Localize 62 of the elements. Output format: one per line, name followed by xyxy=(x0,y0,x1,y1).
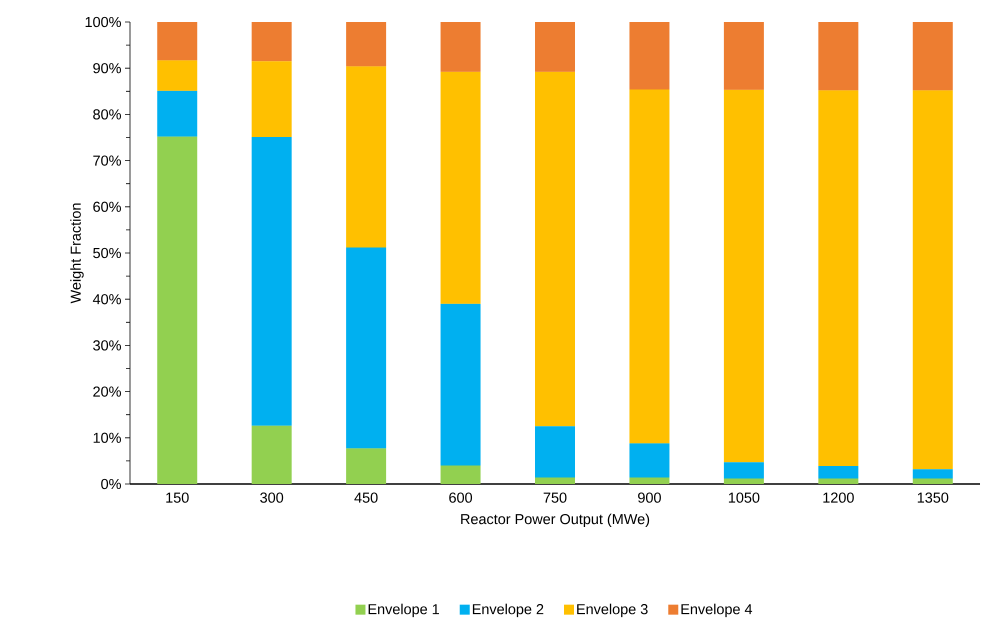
x-tick-label: 750 xyxy=(544,492,566,503)
bar xyxy=(346,22,386,66)
bar xyxy=(346,66,386,248)
x-tick-label: 1200 xyxy=(823,492,854,503)
bar xyxy=(912,469,953,478)
bar xyxy=(252,137,292,426)
bar xyxy=(912,22,953,90)
y-tick-label: 90% xyxy=(93,63,121,74)
bar xyxy=(912,478,953,484)
bar xyxy=(440,304,481,466)
bar xyxy=(629,89,670,444)
bar xyxy=(252,426,292,484)
bar xyxy=(724,22,764,90)
bar xyxy=(535,426,576,478)
bar xyxy=(535,22,576,72)
bar xyxy=(818,90,858,466)
x-tick-label: 1050 xyxy=(728,492,760,503)
bar xyxy=(724,462,764,478)
bar xyxy=(818,478,858,484)
bar xyxy=(157,22,198,60)
y-tick-label: 0% xyxy=(101,478,121,490)
bar xyxy=(535,72,576,426)
bar xyxy=(346,448,386,484)
legend-label: Envelope 3 xyxy=(577,604,648,618)
bar xyxy=(535,478,576,484)
bar xyxy=(252,61,292,138)
bar xyxy=(629,478,670,484)
legend-label: Envelope 1 xyxy=(368,604,440,618)
x-tick-label: 600 xyxy=(449,492,472,503)
x-axis-title: Reactor Power Output (MWe) xyxy=(461,514,650,528)
y-tick-label: 40% xyxy=(92,294,121,304)
bar xyxy=(818,466,858,478)
bar xyxy=(346,247,386,448)
x-tick-label: 300 xyxy=(260,492,284,503)
bar xyxy=(157,136,198,484)
bar xyxy=(440,22,481,72)
bar xyxy=(440,72,481,304)
bar xyxy=(252,22,292,62)
bar xyxy=(629,22,670,90)
y-axis-title: Weight Fraction xyxy=(70,204,84,304)
y-tick-label: 20% xyxy=(93,386,121,397)
y-tick-label: 60% xyxy=(93,202,121,212)
y-tick-label: 30% xyxy=(93,340,121,351)
y-tick-label: 50% xyxy=(93,248,121,258)
bar xyxy=(724,478,764,484)
y-tick-label: 70% xyxy=(93,155,121,166)
bar xyxy=(912,90,953,470)
x-tick-label: 150 xyxy=(166,492,189,503)
y-tick-label: 10% xyxy=(94,432,121,443)
y-tick-label: 100% xyxy=(86,16,121,28)
x-tick-label: 1350 xyxy=(918,492,948,503)
bar xyxy=(629,443,670,478)
bar xyxy=(818,22,858,90)
bar xyxy=(157,60,198,91)
x-tick-label: 900 xyxy=(638,492,661,503)
y-tick-label: 80% xyxy=(93,109,121,120)
legend-label: Envelope 4 xyxy=(681,604,752,618)
bar xyxy=(440,466,481,484)
bar xyxy=(157,90,198,137)
legend-label: Envelope 2 xyxy=(472,604,544,618)
x-tick-label: 450 xyxy=(354,492,378,503)
bar xyxy=(724,90,764,462)
